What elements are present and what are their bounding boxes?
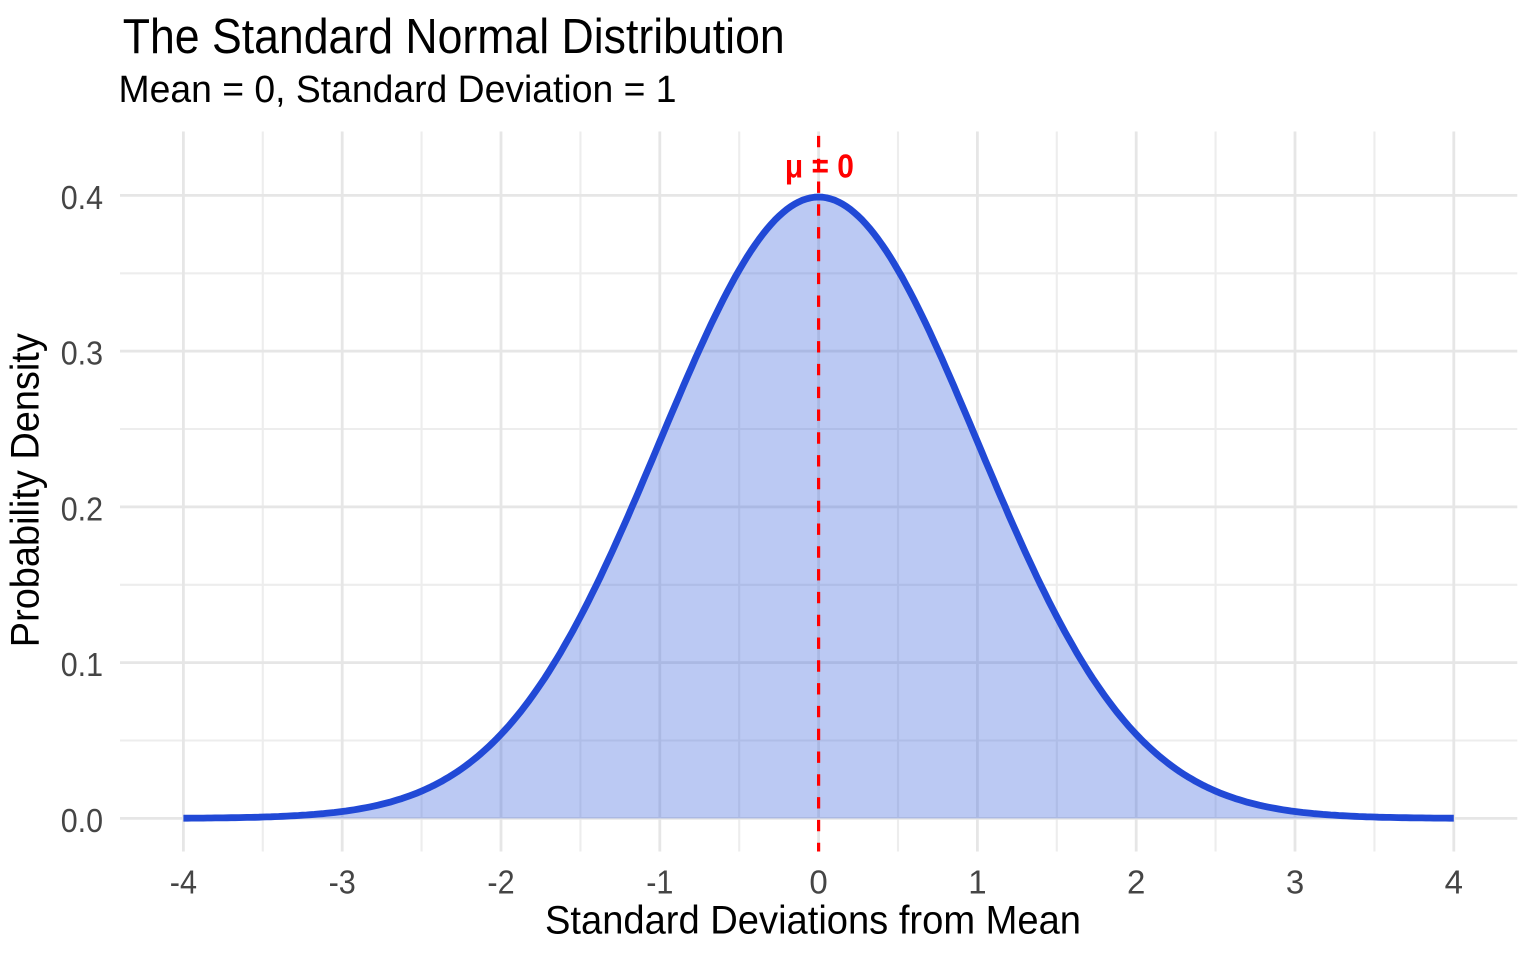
svg-text:3: 3 (1286, 863, 1304, 900)
svg-text:Probability Density: Probability Density (4, 333, 48, 647)
svg-text:1: 1 (968, 863, 986, 900)
svg-text:0: 0 (809, 863, 827, 900)
svg-text:Mean = 0, Standard Deviation =: Mean = 0, Standard Deviation = 1 (119, 69, 677, 111)
svg-text:μ = 0: μ = 0 (785, 147, 854, 184)
svg-text:0.2: 0.2 (61, 490, 103, 527)
svg-text:4: 4 (1445, 863, 1463, 900)
svg-text:The Standard Normal Distributi: The Standard Normal Distribution (123, 10, 785, 64)
svg-text:-4: -4 (170, 863, 197, 900)
svg-text:0.4: 0.4 (61, 179, 103, 216)
svg-text:0.0: 0.0 (61, 802, 103, 839)
svg-text:0.3: 0.3 (61, 335, 103, 372)
svg-text:2: 2 (1127, 863, 1145, 900)
svg-text:Standard Deviations from Mean: Standard Deviations from Mean (545, 898, 1081, 942)
svg-text:0.1: 0.1 (61, 646, 103, 683)
svg-text:-3: -3 (329, 863, 356, 900)
svg-text:-1: -1 (646, 863, 673, 900)
svg-text:-2: -2 (487, 863, 514, 900)
